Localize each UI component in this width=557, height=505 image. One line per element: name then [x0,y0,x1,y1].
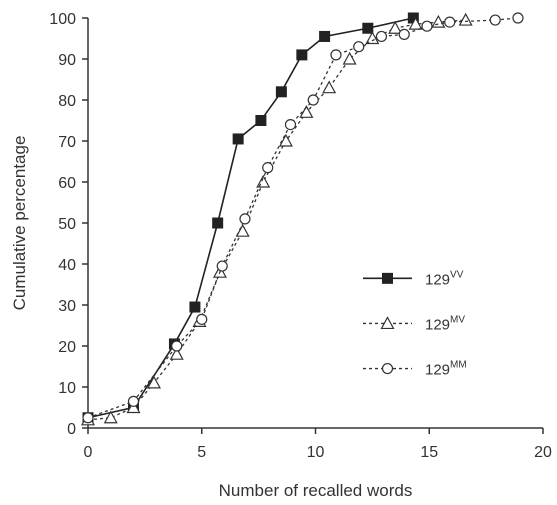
y-tick-label: 100 [49,11,76,28]
data-point-mv [408,16,423,30]
data-point-mm [444,16,456,28]
data-point-mv [322,80,337,94]
y-axis-label: Cumulative percentage [10,136,29,311]
x-axis-label: Number of recalled words [219,481,413,500]
legend-label-mv: 129MV [425,314,465,333]
data-point-mm [307,94,319,106]
y-tick-label: 60 [58,175,76,192]
data-point-mv [169,346,184,360]
data-point-vv [255,115,267,126]
data-point-mm [239,213,251,225]
y-tick-label: 90 [58,52,76,69]
y-tick-label: 20 [58,339,76,356]
data-point-vv [232,133,244,145]
series-line-mv [87,19,466,421]
series-mv [80,12,473,426]
series-line-vv [87,17,414,419]
data-point-mm [171,340,183,352]
y-tick-label: 80 [58,93,76,110]
data-point-mm [216,260,228,272]
data-point-vv [275,86,287,98]
legend-marker-mm [381,362,394,375]
data-point-mv [342,51,357,65]
data-point-mv [126,400,141,414]
x-tick-label: 15 [420,444,438,461]
legend-item-mv: 129MV [363,314,465,333]
data-point-mv [299,105,314,118]
data-point-mv [458,12,473,26]
data-point-mm [262,162,274,174]
data-point-mv [388,20,403,34]
y-tick-label: 50 [58,216,76,233]
series-vv [82,12,419,424]
series-layer [80,12,524,426]
legend-marker-vv [382,272,393,284]
data-point-mm [330,49,342,61]
data-point-mm [127,395,140,407]
x-tick-label: 5 [197,444,206,461]
y-tick-label: 0 [67,421,76,438]
data-point-mv [103,410,118,424]
data-point-vv [296,49,308,61]
data-point-mv [235,223,250,237]
legend-label-mm: 129MM [425,360,467,379]
y-tick-label: 70 [58,134,76,151]
data-point-mm [82,412,94,424]
legend: 129VV 129MV 129MM [363,269,467,379]
data-point-mv [256,174,271,188]
series-mm [82,12,524,424]
data-point-mm [196,313,208,325]
data-point-vv [212,217,224,229]
data-point-mv [365,31,380,45]
y-tick-label: 10 [58,380,76,397]
legend-item-mm: 129MM [363,360,467,379]
data-point-mm [398,28,410,41]
data-point-mm [375,30,388,43]
data-point-mm [512,12,524,24]
data-point-mm [489,14,501,26]
x-tick-label: 20 [534,444,552,461]
data-point-mm [353,41,365,53]
series-line-mm [87,17,519,419]
legend-label-vv: 129VV [425,269,464,288]
x-tick-label: 10 [307,444,325,461]
data-point-mv [146,375,161,389]
data-point-mm [421,20,433,32]
y-tick-label: 40 [58,257,76,274]
legend-item-vv: 129VV [363,269,464,288]
y-tick-label: 30 [58,298,76,315]
data-point-mm [284,118,297,131]
data-point-vv [189,301,201,313]
data-point-vv [362,22,374,34]
axes: 0 5 10 15 20 0 10 20 30 40 50 60 70 80 90 100 [49,11,552,461]
data-point-vv [319,30,331,42]
legend-marker-mv [380,316,395,330]
data-point-mv [278,133,293,147]
x-tick-label: 0 [84,444,93,461]
